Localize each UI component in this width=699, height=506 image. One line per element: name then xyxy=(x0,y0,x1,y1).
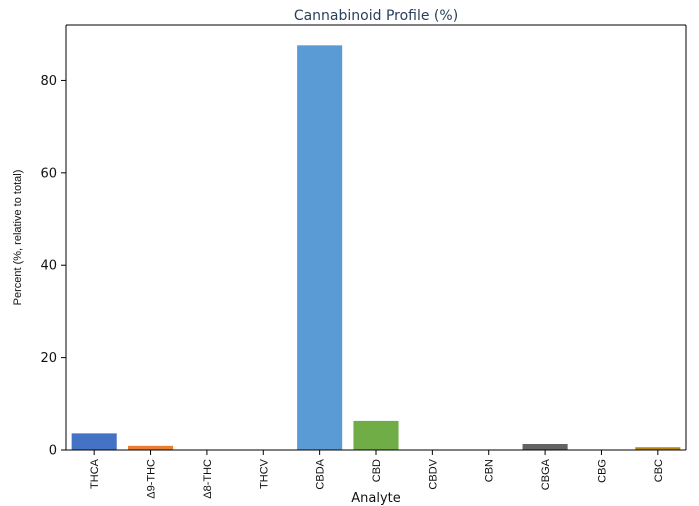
x-axis: THCA Δ9-THC Δ8-THC THCV CBDA CBD CBDV CBN CBGA CB… xyxy=(66,449,686,499)
y-axis: 0 20 40 60 80 xyxy=(40,24,687,459)
bar-CBD xyxy=(353,420,399,450)
y-tick-label: 20 xyxy=(40,351,57,366)
y-tick-label: 0 xyxy=(49,444,57,459)
bar-THCA xyxy=(71,433,117,450)
x-tick-label: CBC xyxy=(653,459,665,482)
bars-group xyxy=(71,45,681,451)
y-axis-label: Percent (%, relative to total) xyxy=(12,170,24,306)
bar-CBC xyxy=(635,447,681,450)
x-tick-label: CBGA xyxy=(540,458,552,490)
x-tick-label: CBN xyxy=(484,459,496,482)
x-tick-label: Δ8-THC xyxy=(202,459,214,499)
x-axis-label: Analyte xyxy=(351,491,401,506)
x-tick-label: CBDV xyxy=(427,458,439,489)
x-tick-label: CBDA xyxy=(315,458,327,489)
x-tick-label: THCA xyxy=(89,458,101,489)
x-tick-label: CBD xyxy=(371,459,383,482)
x-tick-label: Δ9-THC xyxy=(146,459,158,499)
x-tick-label: THCV xyxy=(258,458,270,489)
bar-CBDA xyxy=(297,45,343,451)
chart-title: Cannabinoid Profile (%) xyxy=(294,8,458,24)
bar-CBGA xyxy=(522,443,568,450)
bar-Δ9-THC xyxy=(128,445,174,450)
y-tick-label: 60 xyxy=(40,166,57,181)
x-tick-label: CBG xyxy=(596,459,608,483)
y-tick-label: 80 xyxy=(40,74,57,89)
y-tick-label: 40 xyxy=(40,259,57,274)
